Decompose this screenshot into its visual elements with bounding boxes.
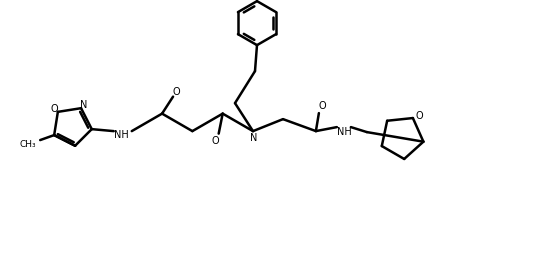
Text: NH: NH: [336, 127, 351, 137]
Text: O: O: [318, 101, 326, 111]
Text: NH: NH: [114, 130, 129, 140]
Text: O: O: [50, 104, 58, 114]
Text: N: N: [80, 100, 88, 110]
Text: N: N: [250, 133, 258, 143]
Text: CH₃: CH₃: [19, 140, 36, 148]
Text: O: O: [172, 87, 180, 97]
Text: O: O: [415, 111, 423, 121]
Text: O: O: [212, 136, 219, 146]
